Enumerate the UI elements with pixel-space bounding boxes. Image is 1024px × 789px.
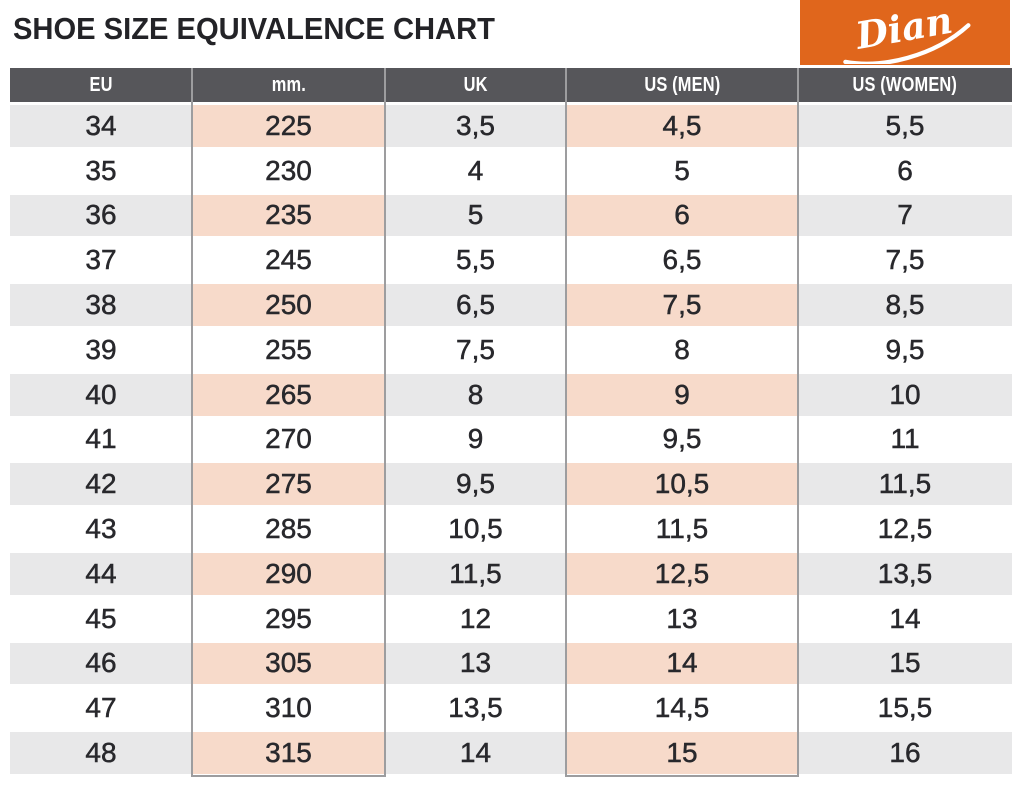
- table-cell: 10,5: [566, 463, 798, 509]
- table-cell: 10,5: [385, 508, 566, 553]
- table-cell: 8,5: [798, 284, 1012, 329]
- table-cell: 4: [385, 149, 566, 195]
- column-header-eu: EU: [10, 68, 192, 105]
- table-cell: 14,5: [566, 687, 798, 733]
- table-cell: 250: [192, 284, 385, 329]
- table-bottom-border: [191, 775, 386, 777]
- table-cell: 13: [385, 642, 566, 688]
- brand-logo-icon: Dian: [843, 2, 971, 64]
- table-cell: 44: [10, 552, 192, 598]
- table-cell: 8: [385, 373, 566, 419]
- table-cell: 48: [10, 732, 192, 777]
- table-cell: 6: [798, 149, 1012, 195]
- table-cell: 315: [192, 732, 385, 777]
- table-cell: 9,5: [385, 463, 566, 509]
- table-cell: 5: [566, 149, 798, 195]
- column-divider: [565, 68, 567, 777]
- column-divider: [797, 68, 799, 777]
- table-body: EU mm. UK US (MEN) US (WOMEN) 34 225 3,5 4,…: [10, 68, 1012, 777]
- table-cell: 235: [192, 194, 385, 240]
- column-divider: [384, 68, 386, 777]
- table-cell: 265: [192, 373, 385, 419]
- table-cell: 7,5: [798, 239, 1012, 285]
- table-cell: 245: [192, 239, 385, 285]
- table-cell: 41: [10, 418, 192, 464]
- table-cell: 42: [10, 463, 192, 509]
- table-cell: 11,5: [798, 463, 1012, 509]
- table-cell: 13,5: [798, 552, 1012, 598]
- size-table: EU mm. UK US (MEN) US (WOMEN) 34 225 3,5 4,…: [10, 68, 1012, 777]
- table-cell: 40: [10, 373, 192, 419]
- table-cell: 270: [192, 418, 385, 464]
- table-cell: 225: [192, 105, 385, 150]
- table-cell: 13: [566, 597, 798, 643]
- table-cell: 310: [192, 687, 385, 733]
- table-cell: 7: [798, 194, 1012, 240]
- table-cell: 7,5: [385, 328, 566, 374]
- table-cell: 14: [566, 642, 798, 688]
- table-cell: 14: [798, 597, 1012, 643]
- table-cell: 16: [798, 732, 1012, 777]
- table-cell: 11,5: [385, 552, 566, 598]
- table-cell: 47: [10, 687, 192, 733]
- table-cell: 5,5: [385, 239, 566, 285]
- table-cell: 295: [192, 597, 385, 643]
- table-cell: 9: [566, 373, 798, 419]
- table-cell: 9: [385, 418, 566, 464]
- table-cell: 36: [10, 194, 192, 240]
- table-cell: 5: [385, 194, 566, 240]
- table-cell: 12,5: [798, 508, 1012, 553]
- table-cell: 5,5: [798, 105, 1012, 150]
- table-cell: 39: [10, 328, 192, 374]
- page-title: SHOE SIZE EQUIVALENCE CHART: [13, 11, 495, 46]
- table-cell: 43: [10, 508, 192, 553]
- table-cell: 275: [192, 463, 385, 509]
- table-cell: 37: [10, 239, 192, 285]
- table-cell: 305: [192, 642, 385, 688]
- table-cell: 13,5: [385, 687, 566, 733]
- table-cell: 7,5: [566, 284, 798, 329]
- table-cell: 10: [798, 373, 1012, 419]
- table-cell: 285: [192, 508, 385, 553]
- column-divider: [191, 68, 193, 777]
- column-header-uk: UK: [385, 68, 566, 105]
- table-cell: 11: [798, 418, 1012, 464]
- swoosh-icon: [843, 22, 971, 64]
- table-cell: 4,5: [566, 105, 798, 150]
- table-cell: 35: [10, 149, 192, 195]
- table-cell: 38: [10, 284, 192, 329]
- table-cell: 6: [566, 194, 798, 240]
- table-cell: 15,5: [798, 687, 1012, 733]
- column-header-mm: mm.: [192, 68, 385, 105]
- table-cell: 12,5: [566, 552, 798, 598]
- table-cell: 12: [385, 597, 566, 643]
- table-cell: 34: [10, 105, 192, 150]
- table-cell: 14: [385, 732, 566, 777]
- table-cell: 6,5: [566, 239, 798, 285]
- table-cell: 290: [192, 552, 385, 598]
- table-cell: 8: [566, 328, 798, 374]
- table-cell: 6,5: [385, 284, 566, 329]
- column-header-us-men: US (MEN): [566, 68, 798, 105]
- table-cell: 230: [192, 149, 385, 195]
- table-cell: 46: [10, 642, 192, 688]
- table-cell: 255: [192, 328, 385, 374]
- table-cell: 9,5: [798, 328, 1012, 374]
- brand-logo: Dian: [800, 0, 1010, 65]
- table-cell: 3,5: [385, 105, 566, 150]
- table-cell: 9,5: [566, 418, 798, 464]
- table-cell: 15: [566, 732, 798, 777]
- table-cell: 11,5: [566, 508, 798, 553]
- table-cell: 15: [798, 642, 1012, 688]
- column-header-us-women: US (WOMEN): [798, 68, 1012, 105]
- table-bottom-border: [565, 775, 799, 777]
- table-cell: 45: [10, 597, 192, 643]
- brand-logo-text: Dian: [851, 2, 955, 58]
